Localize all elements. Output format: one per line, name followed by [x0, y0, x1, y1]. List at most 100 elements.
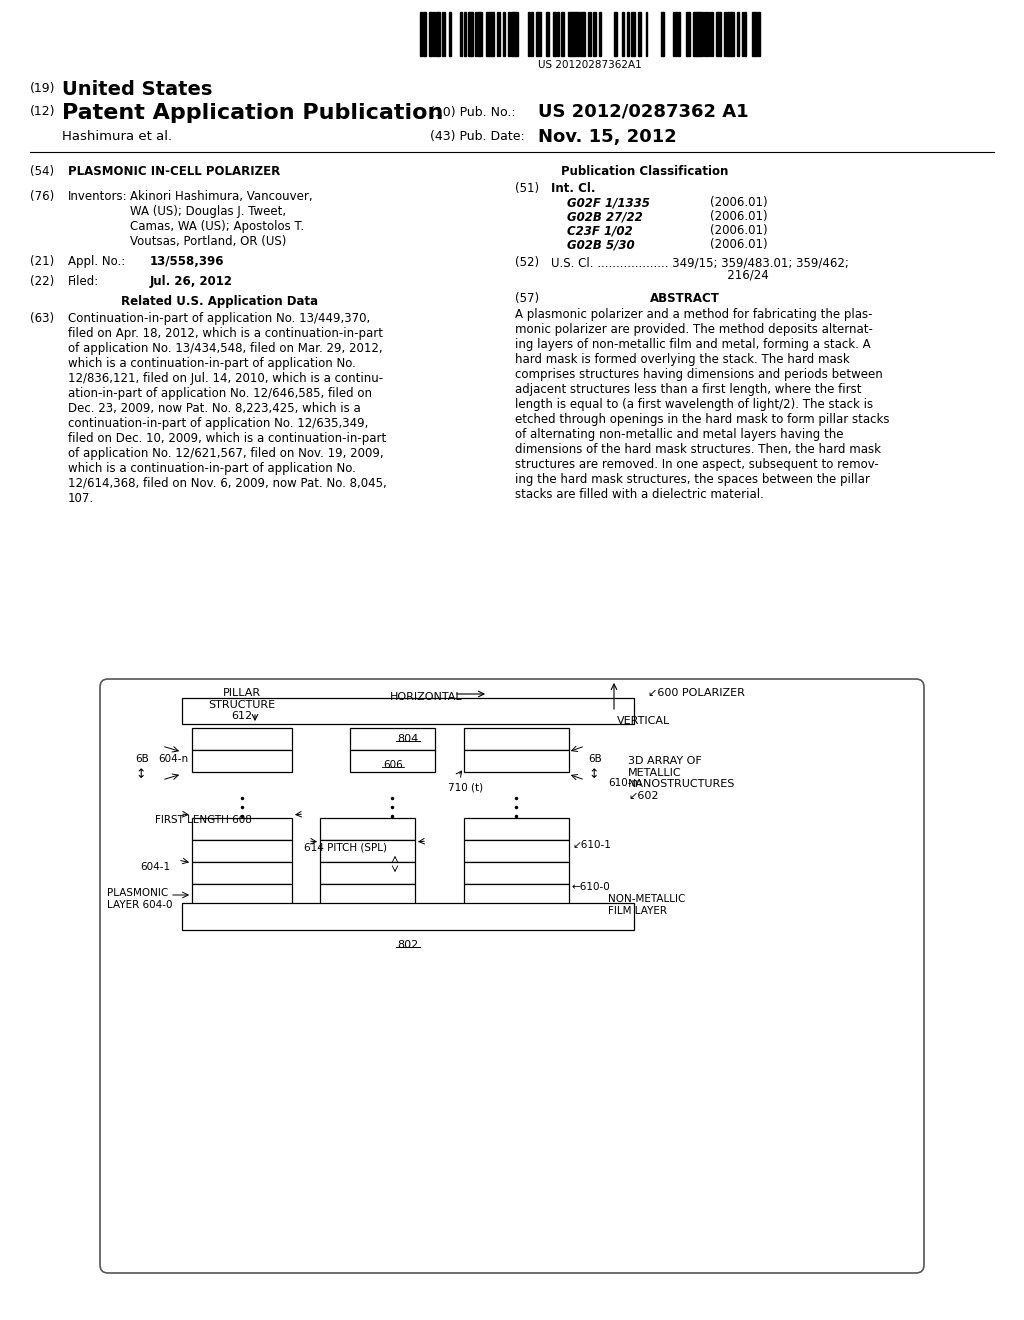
Bar	[561, 12, 562, 55]
Text: Related U.S. Application Data: Related U.S. Application Data	[122, 294, 318, 308]
Text: ↕: ↕	[135, 768, 145, 781]
Text: (52): (52)	[515, 256, 539, 269]
Bar	[580, 12, 582, 55]
Bar	[582, 12, 585, 55]
Bar	[639, 12, 641, 55]
Bar	[553, 12, 555, 55]
Bar	[614, 12, 616, 55]
Bar	[420, 12, 422, 55]
Bar	[698, 12, 699, 55]
Bar	[479, 12, 481, 55]
Bar	[464, 884, 569, 906]
Text: (54): (54)	[30, 165, 54, 178]
Bar	[350, 750, 435, 772]
Bar	[710, 12, 711, 55]
Text: United States: United States	[62, 81, 212, 99]
Bar	[464, 12, 466, 55]
Bar	[511, 12, 512, 55]
Bar	[182, 698, 634, 723]
Text: 804: 804	[397, 734, 419, 744]
Text: Int. Cl.: Int. Cl.	[551, 182, 596, 195]
Text: (76): (76)	[30, 190, 54, 203]
Text: G02F 1/1335: G02F 1/1335	[567, 195, 650, 209]
Bar	[490, 12, 493, 55]
Bar	[536, 12, 538, 55]
Text: 13/558,396: 13/558,396	[150, 255, 224, 268]
Bar	[443, 12, 445, 55]
Text: ↕: ↕	[588, 768, 598, 781]
Bar	[423, 12, 425, 55]
Bar	[530, 12, 532, 55]
Bar	[508, 12, 510, 55]
Bar	[538, 12, 541, 55]
Bar	[574, 12, 577, 55]
Bar	[593, 12, 596, 55]
Bar	[193, 840, 292, 862]
Bar	[590, 12, 591, 55]
Text: PLASMONIC IN-CELL POLARIZER: PLASMONIC IN-CELL POLARIZER	[68, 165, 281, 178]
Bar	[513, 12, 514, 55]
Text: Publication Classification: Publication Classification	[561, 165, 729, 178]
Bar	[193, 862, 292, 884]
Bar	[486, 12, 488, 55]
Bar	[468, 12, 470, 55]
Text: G02B 27/22: G02B 27/22	[567, 210, 643, 223]
Bar	[460, 12, 462, 55]
Text: (21): (21)	[30, 255, 54, 268]
Text: A plasmonic polarizer and a method for fabricating the plas-
monic polarizer are: A plasmonic polarizer and a method for f…	[515, 308, 890, 502]
Bar	[725, 12, 727, 55]
Bar	[449, 12, 451, 55]
Bar	[705, 12, 707, 55]
Bar	[319, 818, 415, 840]
Text: FIRST LENGTH 608: FIRST LENGTH 608	[155, 814, 252, 825]
Bar	[599, 12, 600, 55]
Text: 216/24: 216/24	[551, 269, 769, 282]
Text: Nov. 15, 2012: Nov. 15, 2012	[538, 128, 677, 147]
Text: Akinori Hashimura, Vancouver,
WA (US); Douglas J. Tweet,
Camas, WA (US); Apostol: Akinori Hashimura, Vancouver, WA (US); D…	[130, 190, 312, 248]
Text: Continuation-in-part of application No. 13/449,370,
filed on Apr. 18, 2012, whic: Continuation-in-part of application No. …	[68, 312, 387, 506]
Text: 604-1: 604-1	[140, 862, 170, 873]
Text: Appl. No.:: Appl. No.:	[68, 255, 125, 268]
Text: ↙600 POLARIZER: ↙600 POLARIZER	[648, 688, 744, 698]
Bar	[428, 12, 430, 55]
Bar	[568, 12, 570, 55]
Bar	[752, 12, 755, 55]
Bar	[499, 12, 500, 55]
Bar	[193, 750, 292, 772]
Bar	[489, 12, 490, 55]
Bar	[193, 729, 292, 750]
Text: US 2012/0287362 A1: US 2012/0287362 A1	[538, 103, 749, 121]
Bar	[577, 12, 579, 55]
Bar	[193, 884, 292, 906]
Bar	[515, 12, 517, 55]
Bar	[743, 12, 745, 55]
Bar	[758, 12, 760, 55]
Text: PLASMONIC
LAYER 604-0: PLASMONIC LAYER 604-0	[106, 888, 172, 909]
Text: (63): (63)	[30, 312, 54, 325]
Bar	[631, 12, 633, 55]
Bar	[464, 750, 569, 772]
Bar	[737, 12, 739, 55]
Bar	[350, 729, 435, 750]
Bar	[471, 12, 472, 55]
Bar	[497, 12, 498, 55]
Text: ABSTRACT: ABSTRACT	[650, 292, 720, 305]
Text: (22): (22)	[30, 275, 54, 288]
Bar	[464, 729, 569, 750]
Text: (2006.01): (2006.01)	[710, 210, 768, 223]
Bar	[716, 12, 718, 55]
Bar	[319, 862, 415, 884]
Text: NON-METALLIC
FILM LAYER: NON-METALLIC FILM LAYER	[608, 894, 685, 916]
Text: 6B: 6B	[135, 754, 148, 764]
Bar	[696, 12, 697, 55]
Bar	[464, 840, 569, 862]
Bar	[319, 840, 415, 862]
Bar	[464, 818, 569, 840]
Text: 604-n: 604-n	[158, 754, 188, 764]
Text: ←610-0: ←610-0	[572, 882, 610, 892]
Bar	[528, 12, 530, 55]
Text: 710 (t): 710 (t)	[449, 781, 483, 792]
Text: Patent Application Publication: Patent Application Publication	[62, 103, 443, 123]
Bar	[741, 12, 743, 55]
Text: US 20120287362A1: US 20120287362A1	[539, 59, 642, 70]
